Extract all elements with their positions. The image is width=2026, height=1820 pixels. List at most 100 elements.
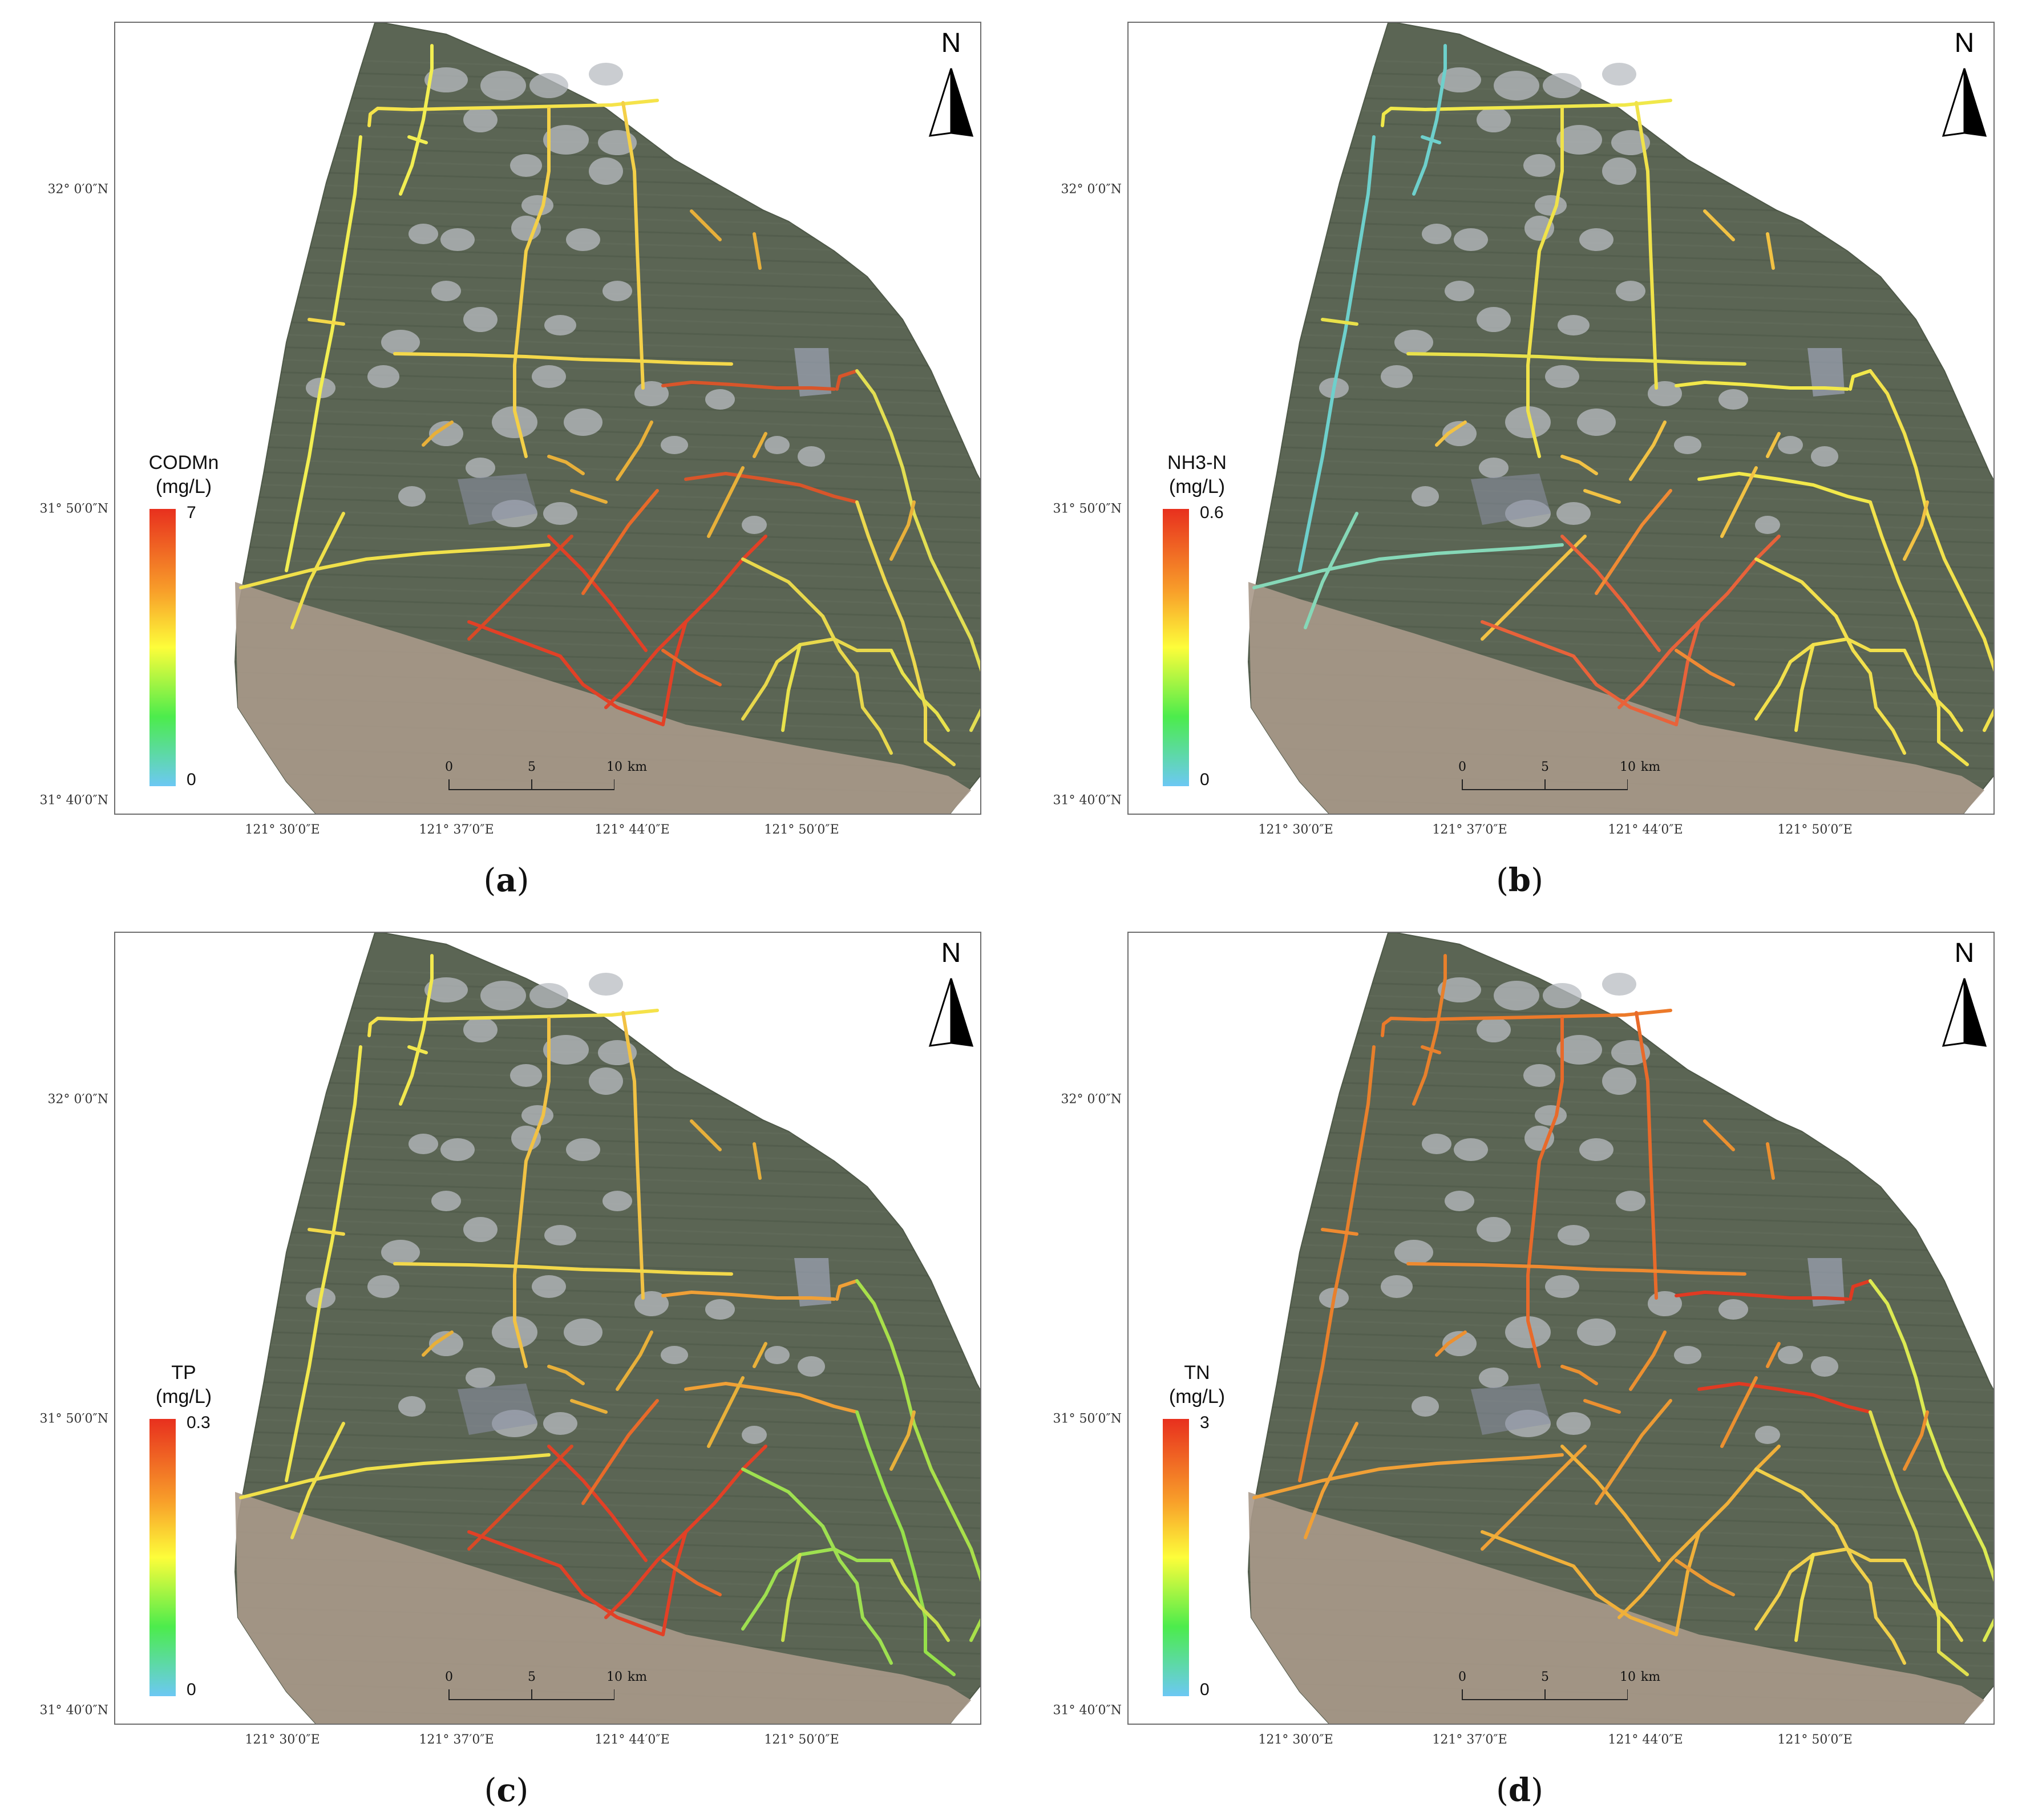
scale-tick-label: 10 [606, 760, 622, 774]
cloud-cover [1319, 63, 1838, 534]
river-segment [1675, 649, 1735, 686]
river-segment [855, 369, 980, 732]
longitude-label: 121° 50′0″E [1777, 1733, 1853, 1747]
cloud-cover [1319, 973, 1838, 1444]
river-segment [781, 1553, 802, 1642]
scale-tick-label: 0 [1458, 1670, 1466, 1684]
river-segment [1697, 472, 1872, 504]
river-segment [393, 352, 733, 366]
longitude-label: 121° 37′0″E [419, 823, 494, 837]
north-arrow-icon [1942, 68, 1987, 137]
river-segment [239, 1453, 551, 1499]
river-segment [1635, 1011, 1658, 1300]
river-segment [1617, 620, 1701, 709]
river-segment [1834, 614, 1906, 755]
legend-max-label: 0.6 [1200, 503, 1224, 522]
cloud-patch [1477, 107, 1511, 132]
cloud-patch [1558, 1225, 1590, 1245]
cloud-patch [429, 421, 463, 446]
cloud-patch [429, 1331, 463, 1356]
river-segment [690, 209, 722, 241]
cloud-patch [1477, 1017, 1511, 1042]
cloud-patch [566, 1138, 600, 1161]
legend-min-label: 0 [187, 1680, 196, 1699]
cloud-patch [463, 1217, 498, 1242]
river-segment [661, 1559, 722, 1596]
legend-title-line2: (mg/L) [155, 476, 212, 498]
river-segment [1903, 1410, 1929, 1471]
cloud-patch [367, 365, 399, 388]
cloud-patch [431, 281, 461, 301]
river-segment [621, 1011, 645, 1300]
cloud-patch [440, 1138, 475, 1161]
longitude-label: 121° 44′0″E [595, 1733, 670, 1747]
panel-caption-letter: a [496, 862, 517, 899]
scale-bar: 0 5 10 km [443, 1670, 647, 1704]
scale-tick-label: 5 [528, 760, 536, 774]
cloud-patch [1479, 458, 1509, 478]
cloud-patch [1394, 1240, 1433, 1265]
cloud-patch [1674, 436, 1701, 454]
river-segment [753, 232, 762, 270]
longitude-label: 121° 50′0″E [1777, 823, 1853, 837]
river-segment [1298, 135, 1376, 572]
cloud-patch [529, 73, 568, 98]
cloud-patch [705, 389, 735, 410]
river-segment [1321, 1228, 1358, 1236]
latitude-label: 31° 50′0″N [39, 1411, 108, 1426]
river-segment [467, 535, 573, 641]
cloud-patch [798, 446, 825, 467]
scale-unit-label: km [627, 760, 648, 774]
river-segment [1321, 318, 1358, 326]
cloud-patch [1577, 409, 1616, 436]
longitude-label: 121° 30′0″E [245, 1733, 320, 1747]
satellite-map [234, 933, 980, 1724]
river-segment [1754, 637, 1849, 721]
river-segment [1834, 1524, 1906, 1665]
scale-bar: 0 5 10 km [443, 760, 647, 794]
cloud-patch [543, 125, 589, 155]
cloud-patch [602, 281, 632, 301]
river-segment [1617, 1530, 1701, 1619]
river-segment [889, 1559, 950, 1642]
latitude-label: 31° 50′0″N [39, 501, 108, 516]
cloud-patch [463, 107, 498, 132]
longitude-label: 121° 30′0″E [245, 823, 320, 837]
river-segment [1304, 1422, 1358, 1539]
cloud-patch [1454, 228, 1488, 251]
river-segment [547, 1365, 585, 1385]
river-segment [1252, 543, 1564, 589]
river-segment [1869, 1279, 1993, 1642]
cloud-patch [529, 983, 568, 1008]
river-segment [1381, 1009, 1672, 1037]
latitude-label: 31° 40′0″N [39, 1703, 108, 1718]
map-frame: TN (mg/L) 3 0 N 0 5 10 km [1127, 932, 1995, 1725]
cloud-patch [1394, 330, 1433, 355]
river-segment [467, 1445, 573, 1551]
cloud-patch [463, 1017, 498, 1042]
river-segment [547, 455, 585, 475]
river-segment [661, 381, 836, 391]
urban-area [794, 1258, 831, 1307]
river-segment [1766, 1342, 1781, 1368]
latitude-label: 32° 0′0″N [47, 1092, 108, 1107]
cloud-patch [1438, 977, 1481, 1002]
satellite-map [234, 23, 980, 814]
cloud-patch [705, 1299, 735, 1320]
river-segment [855, 500, 956, 766]
river-segment [616, 420, 653, 481]
cloud-patch [1674, 1346, 1701, 1364]
scale-tick-label: 0 [445, 760, 453, 774]
river-segment [1560, 1445, 1661, 1562]
cloud-patch [510, 1064, 542, 1087]
cloud-patch [1523, 1064, 1555, 1087]
cloud-patch [589, 1067, 623, 1095]
cloud-patch [589, 63, 623, 86]
river-segment [570, 489, 608, 504]
cloud-patch [1412, 1396, 1439, 1417]
river-segment [889, 649, 950, 732]
cloud-patch [1577, 1319, 1616, 1346]
scale-bar-line [448, 1689, 614, 1700]
panel-b: NH3-N (mg/L) 0.6 0 N 0 5 10 km 32° 0′0″N 31° 50′0″… [1013, 0, 2026, 910]
cloud-patch [1505, 1316, 1551, 1348]
